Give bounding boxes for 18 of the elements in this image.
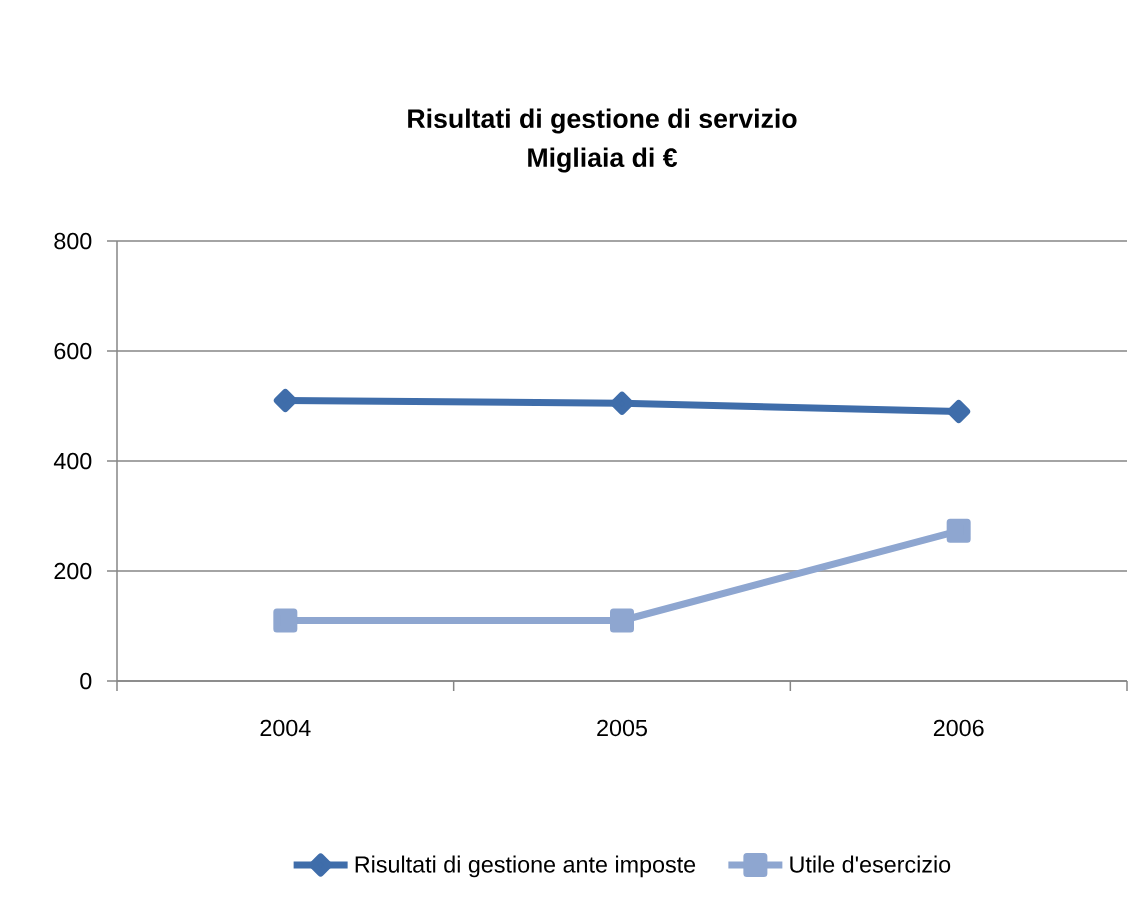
x-tick-label: 2004 [260,719,311,737]
point [947,400,971,424]
point [610,391,634,415]
point [273,608,298,633]
legend-label: Risultati di gestione ante imposte [355,855,696,878]
legend-label: Utile d'esercizio [790,855,951,873]
point [946,518,971,543]
y-tick-label: 600 [54,342,92,360]
x-tick-label: 2005 [597,719,647,737]
point [273,389,297,413]
y-tick-label: 400 [53,452,92,470]
y-tick-label: 800 [54,232,92,250]
y-tick-label: 200 [54,562,92,580]
chart-title: Risultati di gestione di servizio [408,108,797,134]
y-tick-label: 0 [80,672,92,690]
x-tick-label: 2006 [933,719,984,737]
point [610,608,634,633]
chart-subtitle: Migliaia di € [528,147,678,173]
